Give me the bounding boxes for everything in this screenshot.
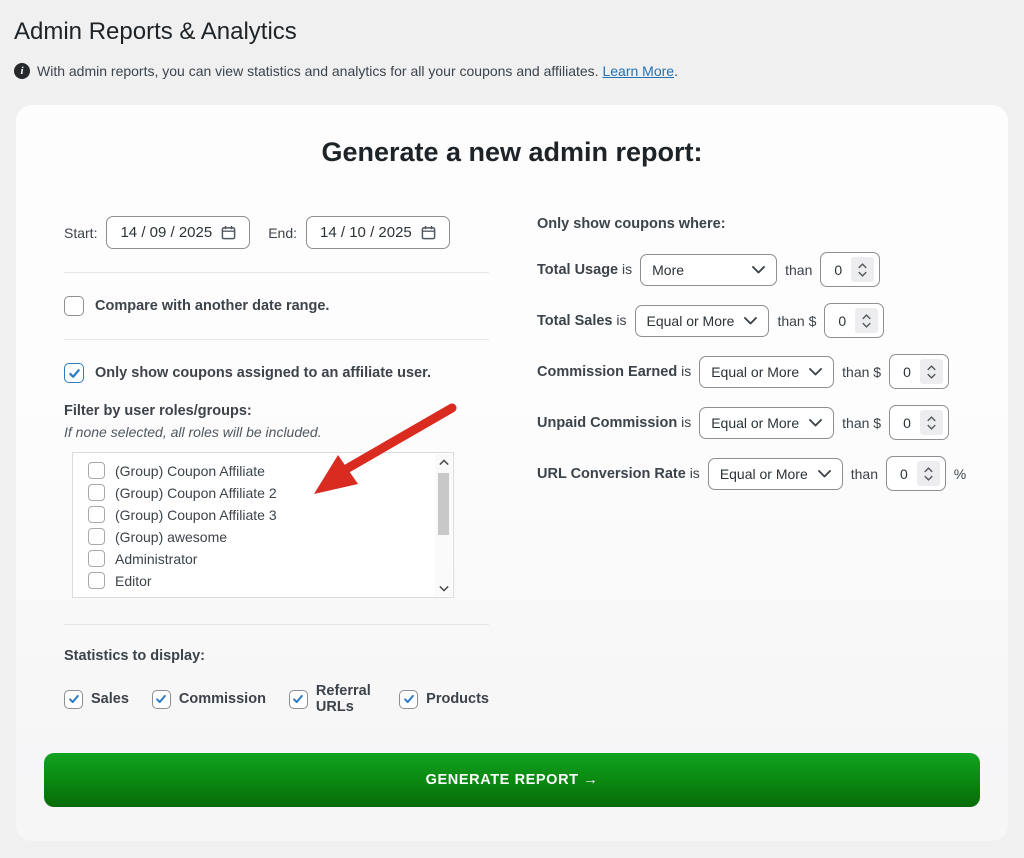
number-stepper[interactable] <box>855 308 879 334</box>
unpaid-commission-value-input[interactable]: 0 <box>889 405 949 441</box>
divider <box>64 272 489 274</box>
role-label: (Group) Coupon Affiliate <box>115 462 265 479</box>
role-label: (Group) awesome <box>115 528 228 545</box>
chevron-down-icon <box>809 418 823 427</box>
calendar-icon <box>421 226 436 240</box>
date-range-row: Start: 14 / 09 / 2025 End: 14 / 10 / 202… <box>64 216 489 250</box>
divider <box>64 624 489 626</box>
roles-filter-note: If none selected, all roles will be incl… <box>64 424 322 441</box>
calendar-icon <box>221 226 236 240</box>
scrollbar-thumb[interactable] <box>438 473 449 536</box>
info-icon: i <box>14 63 30 80</box>
compare-date-range-row: Compare with another date range. <box>64 296 489 317</box>
end-date-label: End: <box>268 224 298 241</box>
url-conversion-rate-value-input[interactable]: 0 <box>886 456 946 492</box>
role-item: (Group) Coupon Affiliate <box>88 462 429 480</box>
role-item: Administrator <box>88 550 429 568</box>
sales-checkbox[interactable] <box>64 689 83 709</box>
start-date-label: Start: <box>64 224 98 241</box>
role-checkbox[interactable] <box>88 484 105 502</box>
role-item: (Group) Coupon Affiliate 2 <box>88 484 429 502</box>
chevron-down-icon <box>809 367 823 376</box>
products-label: Products <box>426 691 489 708</box>
form-title: Generate a new admin report: <box>321 137 703 168</box>
referral-urls-label: Referral URLs <box>315 683 371 716</box>
learn-more-link[interactable]: Learn More <box>602 63 675 80</box>
chevron-down-icon <box>744 316 758 325</box>
info-text: With admin reports, you can view statist… <box>37 63 678 80</box>
role-checkbox[interactable] <box>88 506 105 524</box>
scroll-up-icon[interactable] <box>435 454 452 470</box>
stat-item-commission: Commission <box>151 689 266 709</box>
than-label: than $ <box>842 363 882 380</box>
stat-item-products: Products <box>399 689 489 709</box>
page-header: Admin Reports & Analytics i With admin r… <box>0 0 1024 80</box>
stat-item-sales: Sales <box>64 689 129 709</box>
total-sales-operator-select[interactable]: Equal or More <box>634 304 770 337</box>
stat-item-referral-urls: Referral URLs <box>288 683 376 716</box>
number-stepper[interactable] <box>919 359 943 385</box>
total-usage-operator-select[interactable]: More <box>640 253 778 286</box>
condition-row-total-sales: Total Sales is Equal or More than $ 0 <box>537 303 966 339</box>
condition-row-total-usage: Total Usage is More than 0 <box>537 252 966 288</box>
roles-list-scrollbar[interactable] <box>435 454 452 597</box>
chevron-down-icon <box>817 469 831 478</box>
sales-label: Sales <box>91 691 129 708</box>
affiliate-only-row: Only show coupons assigned to an affilia… <box>64 363 489 384</box>
statistics-label: Statistics to display: <box>64 648 206 665</box>
commission-label: Commission <box>178 691 266 708</box>
role-label: Administrator <box>115 550 198 567</box>
than-label: than $ <box>842 414 882 431</box>
compare-checkbox-label: Compare with another date range. <box>95 298 330 315</box>
roles-filter-label: Filter by user roles/groups: <box>64 403 252 420</box>
info-notice: i With admin reports, you can view stati… <box>14 63 1004 80</box>
divider <box>64 339 489 341</box>
role-item: (Group) Coupon Affiliate 3 <box>88 506 429 524</box>
commission-earned-operator-select[interactable]: Equal or More <box>699 355 835 388</box>
left-column: Start: 14 / 09 / 2025 End: 14 / 10 / 202… <box>64 202 489 715</box>
role-checkbox[interactable] <box>88 462 105 480</box>
role-checkbox[interactable] <box>88 572 105 590</box>
role-item: Editor <box>88 572 429 590</box>
roles-list: (Group) Coupon Affiliate (Group) Coupon … <box>72 452 454 599</box>
condition-row-url-conversion-rate: URL Conversion Rate is Equal or More tha… <box>537 456 967 492</box>
unpaid-commission-operator-select[interactable]: Equal or More <box>699 406 835 439</box>
role-checkbox[interactable] <box>88 550 105 568</box>
generate-report-button[interactable]: GENERATE REPORT → <box>44 753 980 808</box>
number-stepper[interactable] <box>919 410 943 436</box>
total-sales-value-input[interactable]: 0 <box>824 303 885 339</box>
chevron-down-icon <box>752 265 766 274</box>
commission-earned-value-input[interactable]: 0 <box>889 354 949 390</box>
affiliate-only-label: Only show coupons assigned to an affilia… <box>95 365 431 382</box>
page-title: Admin Reports & Analytics <box>14 18 297 45</box>
checkmark-icon <box>68 368 80 378</box>
report-form-card: Generate a new admin report: Start: 14 /… <box>16 105 1008 842</box>
than-label: than <box>785 261 813 278</box>
role-item: (Group) awesome <box>88 528 429 546</box>
condition-row-commission-earned: Commission Earned is Equal or More than … <box>537 354 966 390</box>
scroll-down-icon[interactable] <box>435 580 452 596</box>
role-label: (Group) Coupon Affiliate 2 <box>115 484 277 501</box>
suffix-label: % <box>953 465 967 482</box>
url-conversion-rate-operator-select[interactable]: Equal or More <box>707 457 843 490</box>
than-label: than <box>850 465 878 482</box>
conditions-heading: Only show coupons where: <box>537 216 726 233</box>
role-label: (Group) Coupon Affiliate 3 <box>115 506 277 523</box>
total-usage-value-input[interactable]: 0 <box>820 252 881 288</box>
role-label: Editor <box>115 572 152 589</box>
commission-checkbox[interactable] <box>151 689 171 709</box>
statistics-row: Sales Commission Referral URLs Products <box>64 683 489 715</box>
referral-urls-checkbox[interactable] <box>288 689 308 709</box>
than-label: than $ <box>777 312 817 329</box>
number-stepper[interactable] <box>851 257 875 283</box>
affiliate-only-checkbox[interactable] <box>64 363 84 384</box>
products-checkbox[interactable] <box>399 689 419 709</box>
conditions-column: Only show coupons where: Total Usage is … <box>537 202 966 715</box>
start-date-input[interactable]: 14 / 09 / 2025 <box>106 216 251 250</box>
end-date-input[interactable]: 14 / 10 / 2025 <box>306 216 450 250</box>
number-stepper[interactable] <box>916 461 940 487</box>
role-checkbox[interactable] <box>88 528 105 546</box>
condition-row-unpaid-commission: Unpaid Commission is Equal or More than … <box>537 405 966 441</box>
compare-checkbox[interactable] <box>64 296 84 317</box>
